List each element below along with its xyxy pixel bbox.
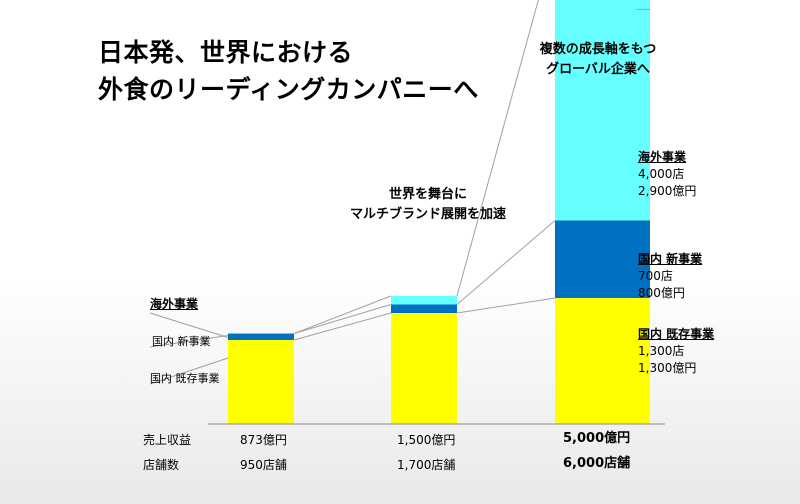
connector-new-2 xyxy=(456,220,556,305)
right-label-new-stores: 700店 xyxy=(638,269,673,283)
right-label-existing-stores: 1,300店 xyxy=(638,344,685,358)
right-label-existing-revenue: 1,300億円 xyxy=(638,361,697,375)
right-label-overseas-name: 海外事業 xyxy=(638,150,687,164)
table-stores-2: 1,700店舗 xyxy=(397,458,456,472)
connector-overseas-1 xyxy=(293,295,392,335)
bar-1-existing xyxy=(228,340,294,424)
title-line-2: 外食のリーディングカンパニーへ xyxy=(98,75,479,104)
right-label-overseas-revenue: 2,900億円 xyxy=(638,184,697,198)
bar-2-new xyxy=(391,304,457,313)
right-label-overseas-stores: 4,000店 xyxy=(638,167,685,181)
leader-new xyxy=(149,335,229,348)
right-label-new-name: 国内 新事業 xyxy=(638,252,703,266)
right-label-existing: 国内 既存事業 1,300店 1,300億円 xyxy=(638,326,714,377)
bar-3-overseas xyxy=(555,0,650,221)
left-label-existing: 国内 既存事業 xyxy=(150,372,220,385)
connector-existing-2 xyxy=(456,297,556,314)
right-annotation: 複数の成長軸をもつ グローバル企業へ xyxy=(508,40,688,80)
table-revenue-3: 5,000億円 xyxy=(563,431,631,446)
bar-3-existing xyxy=(555,298,650,424)
mid-annotation: 世界を舞台に マルチブランド展開を加速 xyxy=(338,185,518,225)
table-revenue-1: 873億円 xyxy=(240,433,287,447)
title-line-1: 日本発、世界における xyxy=(98,38,354,67)
connector-existing-1 xyxy=(293,312,392,341)
bar-1-new xyxy=(228,333,294,340)
bar-2-existing xyxy=(391,313,457,424)
table-label-stores: 店舗数 xyxy=(143,458,180,472)
table-revenue-2: 1,500億円 xyxy=(397,433,456,447)
mid-annotation-line-2: マルチブランド展開を加速 xyxy=(349,207,506,222)
table-stores-1: 950店舗 xyxy=(240,458,287,472)
right-annotation-line-1: 複数の成長軸をもつ xyxy=(539,42,657,57)
table-stores-3: 6,000店舗 xyxy=(563,456,631,471)
mid-annotation-line-1: 世界を舞台に xyxy=(388,187,467,202)
connector-overseas-2 xyxy=(456,0,539,297)
right-label-overseas: 海外事業 4,000店 2,900億円 xyxy=(638,149,696,200)
bar-3-new xyxy=(555,220,650,298)
right-annotation-line-2: グローバル企業へ xyxy=(546,62,650,77)
page-title: 日本発、世界における 外食のリーディングカンパニーへ xyxy=(98,34,479,108)
left-label-overseas: 海外事業 xyxy=(150,297,199,311)
right-label-new: 国内 新事業 700店 800億円 xyxy=(638,251,702,302)
left-label-new: 国内 新事業 xyxy=(152,335,211,348)
leader-existing xyxy=(149,357,229,385)
bar-2-overseas xyxy=(391,295,457,305)
connector-new-1 xyxy=(293,303,392,335)
right-label-new-revenue: 800億円 xyxy=(638,286,685,300)
table-label-revenue: 売上収益 xyxy=(143,433,192,447)
leader-overseas xyxy=(149,312,229,339)
right-label-existing-name: 国内 既存事業 xyxy=(638,327,715,341)
